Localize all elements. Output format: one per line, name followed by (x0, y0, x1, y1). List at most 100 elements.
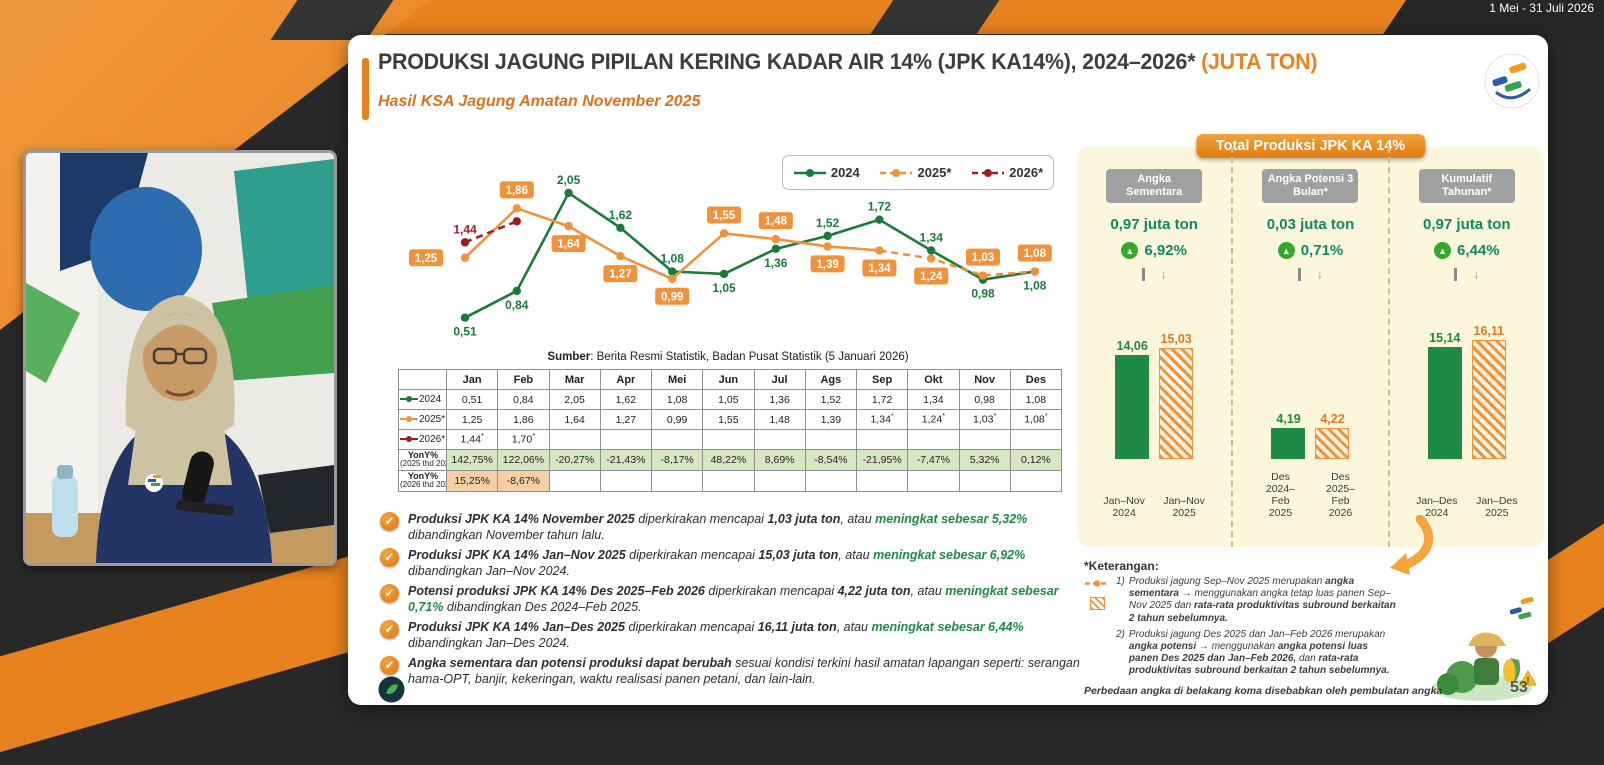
table-cell: 1,72 (855, 389, 909, 410)
table-cell: 1,39 (804, 409, 858, 430)
month-header: Ags (804, 369, 858, 390)
table-cell: 5,32% (958, 449, 1011, 471)
down-arrow-icon (1390, 515, 1433, 575)
bullet-item: ✓ Produksi JPK KA 14% Jan–Des 2025 diper… (380, 619, 1085, 651)
bar-item: 4,19 (1271, 412, 1306, 459)
bar-tick-icon (1454, 267, 1458, 281)
legend-item: 2025* (879, 165, 951, 180)
table-cell: 1,34* (855, 409, 909, 430)
legend-label: 2026* (1009, 165, 1044, 180)
bar-category-label: Jan–Des 2024 (1416, 494, 1458, 519)
bar (1271, 428, 1306, 459)
yony-row-label: YonY%(2026 thd 2025) (398, 469, 447, 492)
month-header: Jun (702, 369, 755, 390)
table-row: YonY%(2025 thd 2024)142,75%122,06%-20,27… (398, 449, 1063, 471)
note-number: 2) (1116, 628, 1125, 640)
series-marker-icon (400, 415, 418, 423)
month-header: Des (1009, 369, 1063, 390)
panel-delta-value: 0,97 juta ton (1423, 216, 1511, 233)
series-row-label: 2024 (398, 389, 447, 410)
bar-value-label: 15,14 (1429, 331, 1461, 345)
keterangan-note: 2) Produksi jagung Des 2025 dan Jan–Feb … (1116, 629, 1398, 678)
svg-text:0,51: 0,51 (453, 325, 477, 339)
bar-value-label: 14,06 (1116, 339, 1148, 353)
mini-bar-chart: 4,19 4,22 (1233, 412, 1387, 459)
bar-category-label: Des 2025– Feb 2026 (1325, 470, 1356, 519)
table-cell: 2,05 (548, 389, 601, 410)
legend-marker-icon (972, 168, 1005, 177)
table-cell: 1,70* (497, 429, 550, 450)
svg-text:0,99: 0,99 (661, 291, 683, 303)
presenter-video-feed (23, 150, 337, 566)
bar-value-label: 4,19 (1276, 412, 1301, 426)
keterangan: *Keterangan: 1) Produksi jagung Sep–Nov … (1084, 559, 1404, 682)
table-cell: 0,12% (1009, 449, 1063, 471)
bullet-list: ✓ Produksi JPK KA 14% November 2025 dipe… (380, 511, 1085, 691)
keterangan-heading: *Keterangan: (1084, 559, 1159, 573)
check-icon: ✓ (380, 656, 399, 675)
table-cell: 1,27 (599, 409, 653, 430)
table-cell: -8,54% (804, 449, 858, 471)
bar (1115, 355, 1150, 459)
svg-text:1,36: 1,36 (764, 256, 788, 270)
bar-category-label: Des 2024– Feb 2025 (1265, 470, 1296, 519)
bar-tick-icon (1297, 267, 1301, 281)
note-text: Produksi jagung Sep–Nov 2025 merupakan a… (1128, 576, 1396, 624)
bar-item: 16,11 (1471, 324, 1506, 459)
mini-icons: ↓ (1141, 267, 1167, 281)
panel-group-header: Angka Sementara (1106, 169, 1203, 203)
check-icon: ✓ (380, 584, 399, 603)
table-cell: 0,51 (445, 389, 499, 410)
svg-text:1,34: 1,34 (868, 263, 891, 275)
legend-label: 2024 (830, 165, 860, 180)
chart-source: Sumber: Berita Resmi Statistik, Badan Pu… (388, 351, 1068, 363)
svg-text:0,98: 0,98 (971, 287, 995, 301)
table-cell: 1,55 (702, 409, 755, 430)
note-number: 1) (1116, 576, 1125, 587)
bullet-item: ✓ Produksi JPK KA 14% November 2025 dipe… (380, 511, 1085, 543)
bar-value-label: 16,11 (1473, 324, 1505, 338)
table-cell: 1,25 (445, 409, 499, 430)
svg-text:1,52: 1,52 (816, 216, 840, 230)
svg-text:1,27: 1,27 (609, 269, 631, 281)
title-accent-bar (362, 58, 369, 120)
table-cell: -8,17% (650, 449, 704, 471)
note-text: Produksi jagung Des 2025 dan Jan–Feb 202… (1128, 628, 1390, 677)
table-cell: 1,08 (650, 389, 704, 410)
bar-category-label: Jan–Des 2025 (1476, 494, 1518, 519)
farmer-illustration: ! (1426, 591, 1542, 708)
page-title-text: PRODUKSI JAGUNG PIPILAN KERING KADAR AIR… (378, 49, 1196, 74)
source-text: : Berita Resmi Statistik, Badan Pusat St… (590, 351, 909, 363)
bar-item: 15,14 (1427, 331, 1462, 459)
source-label: Sumber (547, 351, 591, 363)
svg-text:1,86: 1,86 (506, 185, 528, 197)
series-marker-icon (400, 435, 418, 443)
svg-text:1,62: 1,62 (609, 208, 633, 222)
table-row: YonY%(2026 thd 2025)15,25%-8,67% (398, 469, 1063, 492)
bar (1315, 428, 1350, 459)
svg-text:1,55: 1,55 (713, 210, 736, 222)
table-cell: 1,08* (1009, 409, 1063, 430)
panel-title-badge: Total Produksi JPK KA 14% (1195, 134, 1426, 158)
table-cell: 1,05 (702, 389, 755, 410)
rounding-footnote: Perbedaan angka di belakang koma disebab… (1084, 685, 1443, 697)
mini-icons: ↓ (1297, 267, 1323, 281)
panel-group: Kumulatif Tahunan* 0,97 juta ton ▲ 6,44% … (1387, 147, 1544, 547)
presenter-illustration (26, 153, 334, 563)
month-header: Mei (650, 369, 704, 390)
production-line-chart: 0,51 0,84 2,05 1,62 1,08 1,05 1,36 1,52 1,72 1,34… (409, 173, 1052, 339)
keterangan-note: 1) Produksi jagung Sep–Nov 2025 merupaka… (1116, 576, 1398, 625)
panel-columns: Angka Sementara 0,97 juta ton ▲ 6,92% ↓ 1… (1077, 147, 1544, 547)
panel-change: ▲ 6,44% (1434, 242, 1500, 259)
bullet-item: ✓ Produksi JPK KA 14% Jan–Nov 2025 diper… (380, 547, 1085, 579)
bar-value-label: 15,03 (1160, 332, 1192, 346)
bar-value-label: 4,22 (1320, 412, 1345, 426)
table-cell: 48,22% (702, 449, 755, 471)
month-header: Sep (855, 369, 909, 390)
bullet-text: Produksi JPK KA 14% November 2025 diperk… (408, 512, 1028, 542)
table-cell: 1,48 (753, 409, 806, 430)
panel-group-header: Kumulatif Tahunan* (1418, 169, 1515, 203)
page-title-unit: (JUTA TON) (1201, 49, 1318, 74)
table-cell: -21,43% (599, 449, 653, 471)
mini-bar-chart: 15,14 16,11 (1390, 324, 1544, 459)
